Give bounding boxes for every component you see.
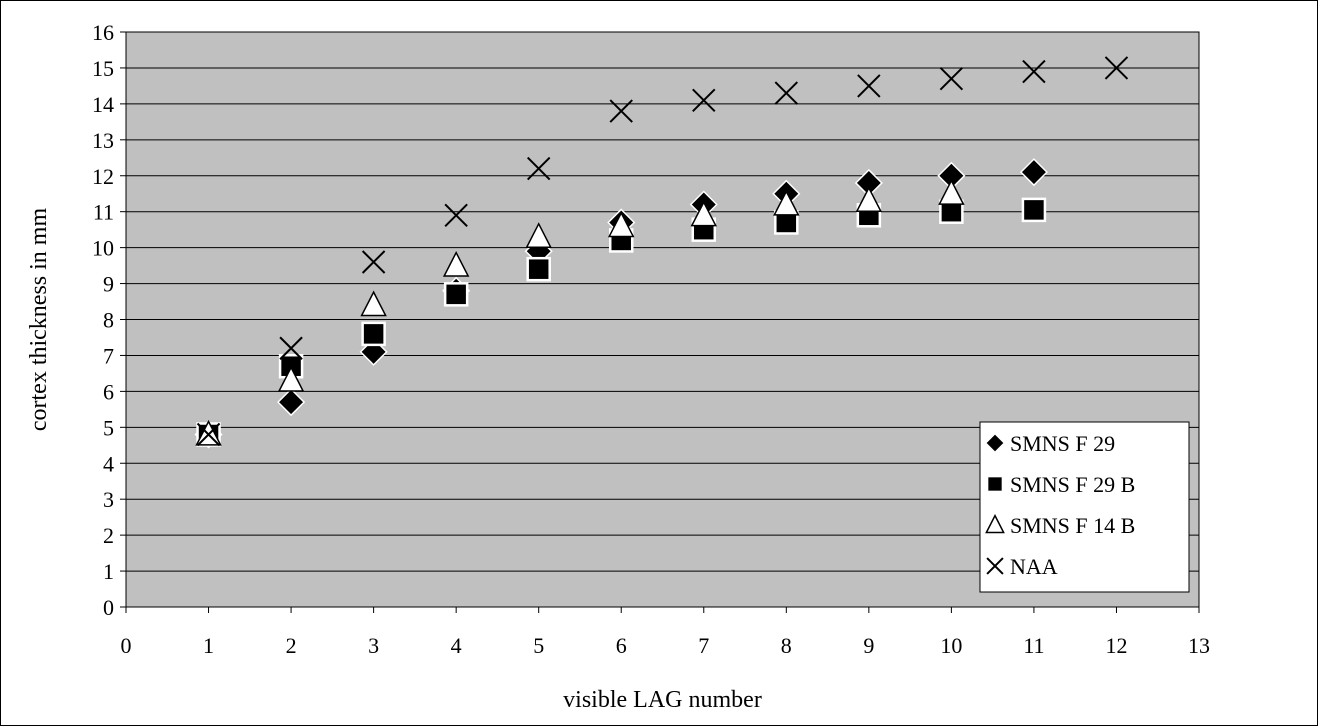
data-point [277,388,306,417]
legend-label: SMNS F 29 [1010,431,1115,456]
data-point [1022,59,1046,84]
y-tick-label: 1 [103,559,114,584]
legend-marker [986,557,1004,575]
x-tick-label: 4 [451,633,462,658]
x-tick-label: 2 [286,633,297,658]
y-tick-label: 8 [103,308,114,333]
data-point [526,156,551,181]
data-point [442,250,470,277]
data-markers [194,56,1129,449]
x-tick-label: 0 [121,633,132,658]
y-axis-title: cortex thickness in mm [26,208,52,432]
legend-label: SMNS F 14 B [1010,513,1135,538]
data-point [277,365,305,392]
data-point [857,74,881,98]
data-point [279,336,303,360]
x-tick-label: 7 [698,633,709,658]
legend-item: NAA [986,554,1058,579]
axes [120,31,1200,613]
data-point [361,250,386,274]
data-point [443,282,469,307]
legend-box [979,421,1190,593]
x-tick-label: 12 [1105,633,1127,658]
y-tick-label: 4 [103,451,114,476]
data-point [690,200,717,227]
legend-marker [984,432,1006,454]
data-point [525,222,552,248]
data-point [1021,197,1047,223]
data-point [360,290,387,317]
legend-label: NAA [1010,554,1058,579]
y-tick-label: 0 [103,595,114,620]
data-point [196,422,221,447]
data-point [608,211,635,238]
data-point [938,179,965,205]
y-tick-label: 15 [92,56,114,81]
y-tick-label: 13 [92,128,114,153]
x-tick-label: 9 [863,633,874,658]
legend-item: SMNS F 14 B [985,513,1135,538]
y-tick-label: 3 [103,487,114,512]
y-tick-label: 11 [93,200,114,225]
y-tick-label: 10 [92,236,114,261]
legend-item: SMNS F 29 [984,431,1115,456]
x-axis-title: visible LAG number [563,687,762,713]
y-tick-label: 16 [92,20,114,45]
x-tick-label: 10 [940,633,962,658]
x-tick-label: 6 [616,633,627,658]
y-tick-label: 6 [103,379,114,404]
data-point [1019,158,1048,187]
legend-marker [985,513,1005,534]
legend-item: SMNS F 29 B [985,472,1135,497]
data-point [692,88,716,112]
legend: SMNS F 29 SMNS F 29 B SMNS F 14 B NAA [979,421,1190,593]
data-point [361,321,386,347]
data-point [1104,56,1129,80]
series-smns-f-29-b [196,197,1047,447]
y-tick-label: 2 [103,523,114,548]
y-tick-label: 12 [92,164,114,189]
data-point [609,99,633,123]
data-point [773,189,800,216]
data-point [939,67,964,91]
series-naa [196,56,1129,447]
data-point [444,203,468,227]
series-smns-f-14-b [195,179,965,446]
legend-label: SMNS F 29 B [1010,472,1135,497]
x-tick-label: 5 [533,633,544,658]
data-point [855,186,883,213]
y-tick-label: 14 [92,92,114,117]
y-tick-label: 5 [103,415,114,440]
x-tick-label: 13 [1188,633,1210,658]
legend-marker [985,474,1005,494]
x-tick-label: 1 [203,633,214,658]
x-tick-label: 11 [1023,633,1044,658]
y-tick-label: 9 [103,272,114,297]
data-point [526,256,551,282]
x-tick-label: 3 [368,633,379,658]
data-point [774,81,799,105]
y-tick-label: 7 [103,343,114,368]
x-tick-label: 8 [781,633,792,658]
